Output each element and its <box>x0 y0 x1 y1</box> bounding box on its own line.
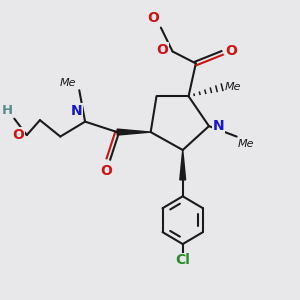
Text: O: O <box>100 164 112 178</box>
Text: N: N <box>71 104 83 118</box>
Text: N: N <box>212 119 224 133</box>
Text: Cl: Cl <box>175 254 190 268</box>
Polygon shape <box>117 129 151 135</box>
Text: O: O <box>226 44 237 58</box>
Text: O: O <box>156 43 168 57</box>
Text: O: O <box>148 11 159 25</box>
Text: O: O <box>12 128 24 142</box>
Text: Me: Me <box>59 78 76 88</box>
Text: Me: Me <box>224 82 241 92</box>
Polygon shape <box>180 150 186 180</box>
Text: Me: Me <box>238 139 255 149</box>
Text: H: H <box>2 104 13 117</box>
